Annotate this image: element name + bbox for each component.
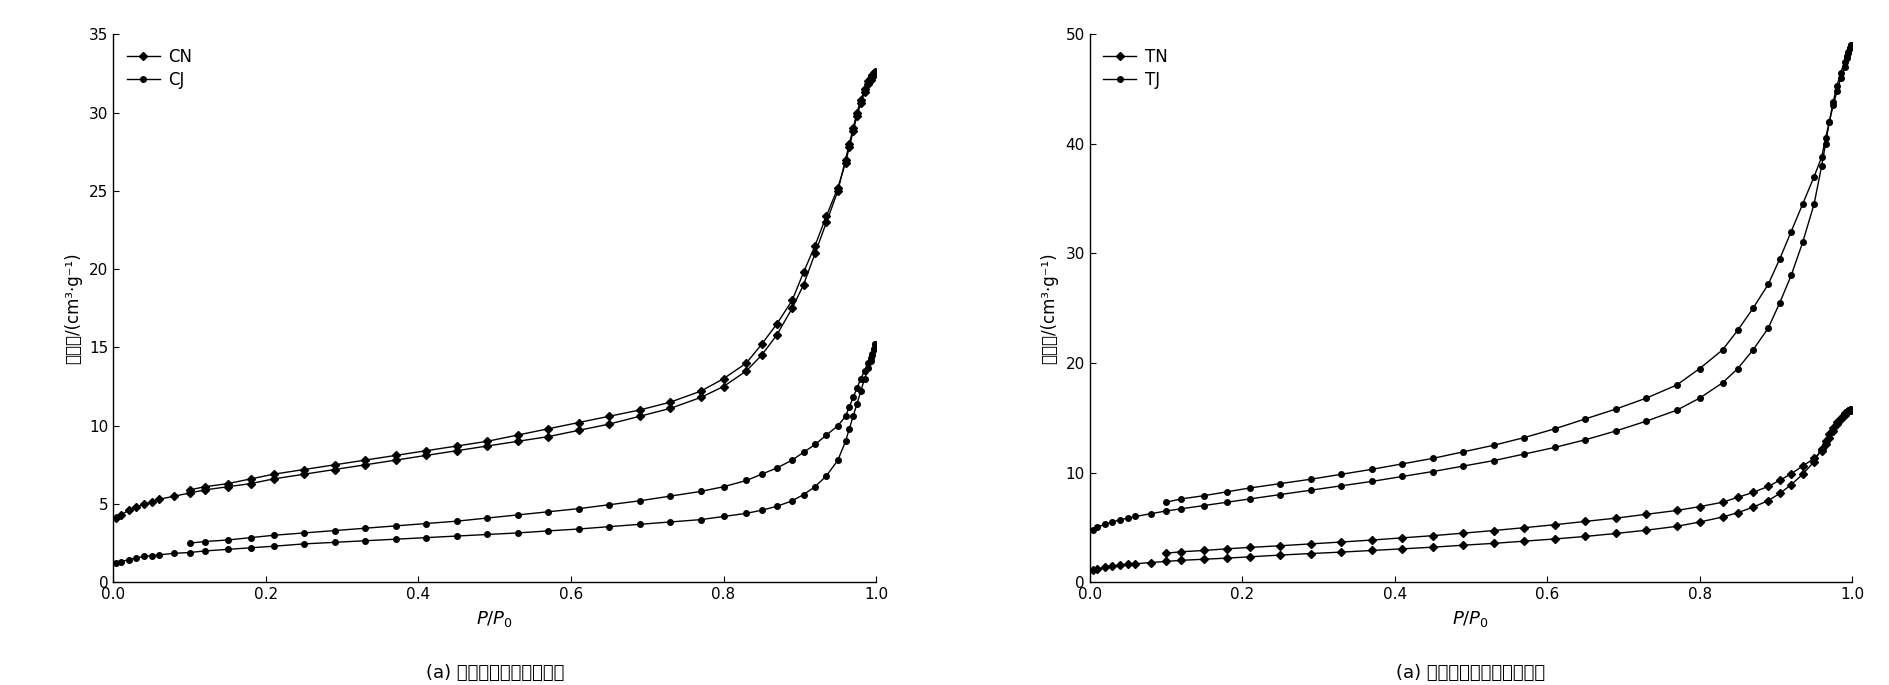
- Text: (a) 太阳能热解制备的生物炭: (a) 太阳能热解制备的生物炭: [1396, 664, 1545, 682]
- Text: (a) 传统方式制备的生物炭: (a) 传统方式制备的生物炭: [425, 664, 563, 682]
- Y-axis label: 吸附量/(cm³·g⁻¹): 吸附量/(cm³·g⁻¹): [64, 253, 83, 364]
- X-axis label: $P/P_0$: $P/P_0$: [1451, 609, 1489, 629]
- X-axis label: $P/P_0$: $P/P_0$: [476, 609, 514, 629]
- Y-axis label: 吸附量/(cm³·g⁻¹): 吸附量/(cm³·g⁻¹): [1039, 253, 1058, 364]
- Legend: CN, CJ: CN, CJ: [121, 42, 196, 94]
- Legend: TN, TJ: TN, TJ: [1098, 42, 1171, 94]
